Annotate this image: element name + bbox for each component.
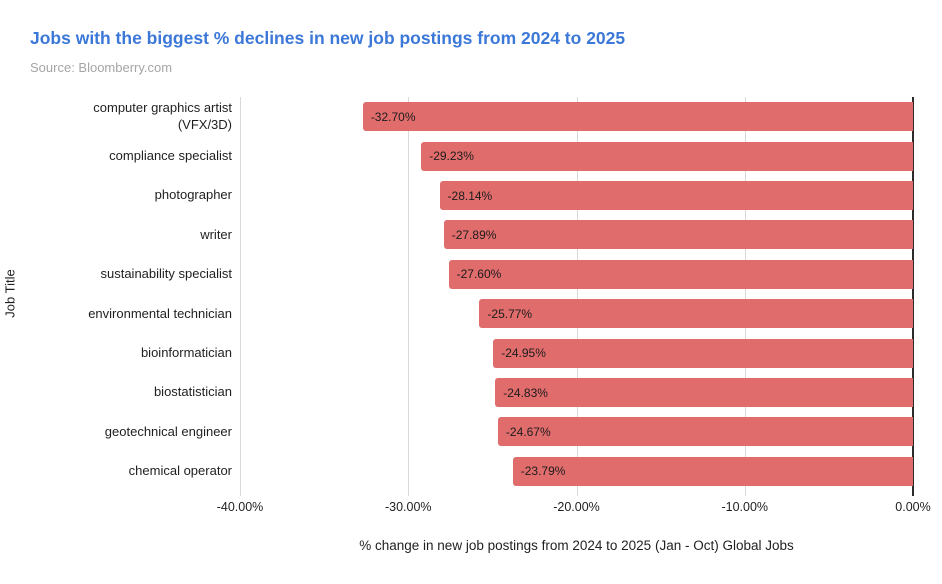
- bar-value-label: -28.14%: [447, 188, 493, 203]
- bar-value-label: -24.67%: [505, 424, 551, 439]
- bar-biostatistician: -24.83%: [495, 378, 913, 407]
- gridline: [744, 97, 746, 496]
- plot-area: -32.70% -29.23% -28.14% -27.89% -27.60% -25.7…: [240, 97, 914, 496]
- bar-value-label: -29.23%: [429, 149, 474, 164]
- y-axis-title: Job Title: [2, 269, 18, 318]
- category-label: writer: [200, 226, 232, 242]
- bar-sustainability-specialist: -27.60%: [448, 259, 913, 289]
- x-tick-label: -20.00%: [553, 500, 600, 514]
- x-tick-label: -10.00%: [721, 500, 769, 514]
- source-label: Source: Bloomberry.com: [30, 60, 173, 75]
- category-label: bioinformatician: [140, 344, 232, 360]
- bar-value-label: -24.95%: [501, 346, 546, 361]
- bar-value-label: -27.60%: [456, 267, 502, 282]
- gridline: [408, 97, 410, 496]
- x-tick-label: -40.00%: [216, 500, 264, 514]
- category-label: compliance specialist: [109, 147, 232, 163]
- bar-chemical-operator: -23.79%: [512, 456, 913, 486]
- bar-value-label: -25.77%: [487, 306, 533, 321]
- bar-value-label: -24.83%: [503, 385, 548, 400]
- bar-geotechnical-engineer: -24.67%: [497, 417, 913, 447]
- bar-value-label: -32.70%: [370, 109, 416, 124]
- category-label: geotechnical engineer: [104, 423, 232, 439]
- bar-bioinformatician: -24.95%: [493, 338, 913, 368]
- chart-title: Jobs with the biggest % declines in new …: [30, 28, 626, 48]
- bar-writer: -27.89%: [443, 220, 913, 250]
- category-label: photographer: [154, 187, 232, 203]
- category-label: biostatistician: [153, 384, 232, 400]
- category-label: sustainability specialist: [100, 266, 232, 282]
- category-label: environmental technician: [88, 305, 232, 321]
- gridline: [240, 97, 241, 496]
- zero-axis-line: [912, 97, 914, 496]
- bar-value-label: -23.79%: [520, 464, 566, 479]
- bar-value-label: -27.89%: [451, 227, 497, 242]
- bar-photographer: -28.14%: [439, 181, 913, 210]
- gridline: [576, 97, 578, 496]
- category-label: computer graphics artist (VFX/3D): [93, 100, 232, 132]
- x-axis-ticks: -40.00% -30.00% -20.00% -10.00% 0.00%: [217, 500, 931, 516]
- x-tick-label: 0.00%: [895, 500, 931, 514]
- bar-computer-graphics-artist-vfx-3d-: -32.70%: [362, 102, 913, 132]
- x-axis-title: % change in new job postings from 2024 t…: [359, 538, 794, 553]
- category-label: chemical operator: [128, 463, 232, 479]
- bar-environmental-technician: -25.77%: [479, 299, 913, 329]
- category-labels: computer graphics artist (VFX/3D) complia…: [42, 97, 232, 491]
- x-tick-label: -30.00%: [384, 500, 432, 514]
- bar-compliance-specialist: -29.23%: [421, 141, 913, 171]
